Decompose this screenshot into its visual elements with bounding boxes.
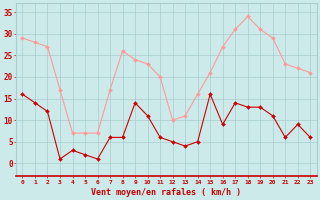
X-axis label: Vent moyen/en rafales ( km/h ): Vent moyen/en rafales ( km/h ) [92, 188, 241, 197]
